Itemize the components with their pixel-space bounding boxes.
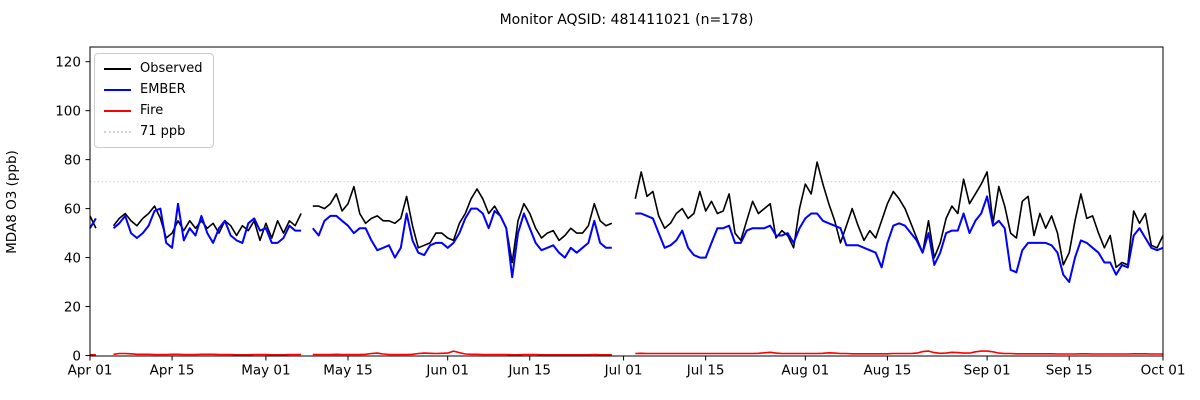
series-line-fire: [90, 350, 1163, 356]
legend-label: Observed: [140, 61, 203, 76]
x-tick-label: Sep 15: [1046, 363, 1093, 379]
x-tick-label: Apr 15: [150, 363, 195, 379]
legend-label: 71 ppb: [140, 124, 186, 139]
legend-label: EMBER: [140, 82, 186, 97]
x-tick-label: Sep 01: [964, 363, 1011, 379]
plot-border: [89, 46, 1164, 357]
x-tick-label: Jun 15: [507, 363, 551, 379]
legend-line-sample: [104, 89, 131, 91]
x-tick-label: Jun 01: [425, 363, 469, 379]
legend-line-sample: [104, 110, 131, 112]
x-tick-label: Apr 01: [68, 363, 113, 379]
legend: Observed EMBER Fire 71 ppb: [94, 53, 214, 148]
x-tick-label: Jul 15: [686, 363, 725, 379]
x-tick-label: Jul 01: [604, 363, 643, 379]
y-axis-label: MDA8 O3 (ppb): [4, 150, 20, 254]
legend-item-observed: Observed: [104, 61, 203, 77]
series-line-observed: [89, 161, 1164, 269]
x-tick-label: Aug 15: [863, 363, 911, 379]
y-tick-label: 100: [55, 103, 81, 119]
x-tick-label: May 15: [323, 363, 372, 379]
legend-line-sample: [104, 68, 131, 70]
series-line-ember: [89, 195, 1164, 283]
y-tick-label: 40: [64, 250, 81, 266]
x-tick-label: Oct 01: [1141, 363, 1186, 379]
x-tick-label: Aug 01: [781, 363, 829, 379]
x-tick-label: May 01: [241, 363, 290, 379]
y-tick-label: 120: [55, 54, 81, 70]
legend-item-fire: Fire: [104, 103, 203, 119]
legend-line-sample: [104, 131, 131, 133]
legend-item-71-ppb: 71 ppb: [104, 124, 203, 140]
legend-label: Fire: [140, 103, 164, 118]
chart-title: Monitor AQSID: 481411021 (n=178): [499, 12, 754, 28]
y-tick-label: 0: [72, 348, 81, 364]
y-tick-label: 80: [64, 152, 81, 168]
legend-item-ember: EMBER: [104, 82, 203, 98]
y-tick-label: 20: [64, 299, 81, 315]
y-tick-label: 60: [64, 201, 81, 217]
